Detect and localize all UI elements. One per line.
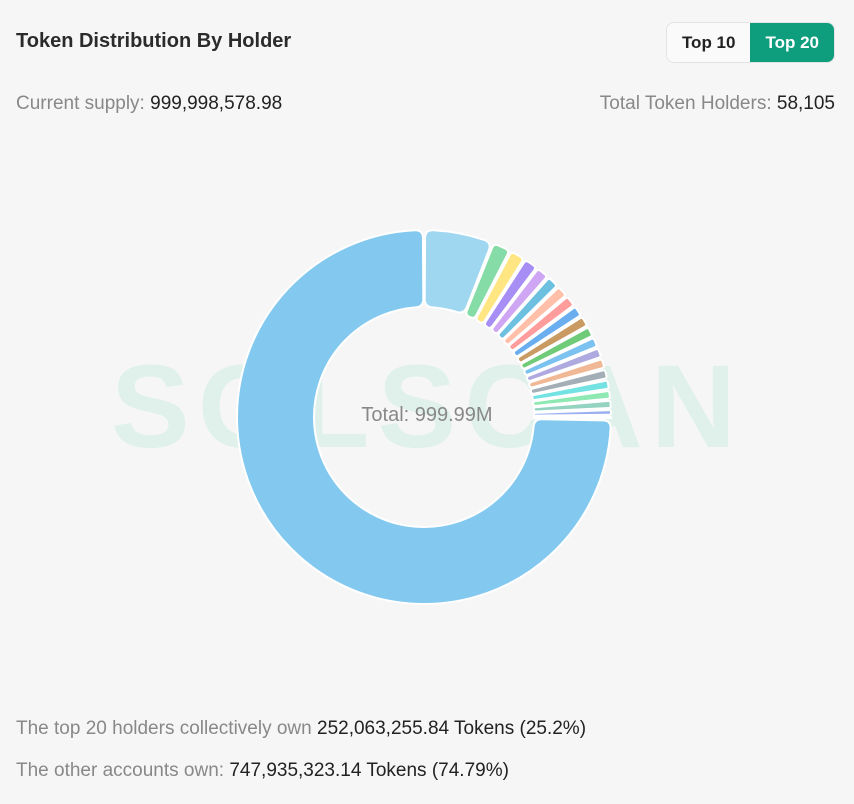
- current-supply: Current supply: 999,998,578.98: [16, 93, 282, 115]
- slice-holder-17[interactable]: [532, 390, 611, 407]
- slice-holder-16[interactable]: [531, 379, 610, 402]
- solscan-watermark: SOLSCAN: [111, 341, 744, 473]
- slice-holder-14[interactable]: [528, 358, 605, 389]
- top-holders-summary: The top 20 holders collectively own 252,…: [16, 718, 586, 740]
- top-holders-prefix: The top 20 holders collectively own: [16, 718, 317, 739]
- current-supply-label: Current supply:: [16, 93, 151, 114]
- slice-holder-2[interactable]: [465, 243, 510, 319]
- slice-other-accounts[interactable]: [236, 229, 612, 605]
- slice-holder-11[interactable]: [520, 327, 593, 370]
- chart-title: Token Distribution By Holder: [16, 30, 292, 52]
- donut-center-total: Total: 999.99M: [361, 404, 493, 426]
- top-holders-value: 252,063,255.84 Tokens (25.2%): [317, 718, 587, 739]
- slice-holder-10[interactable]: [516, 316, 588, 364]
- slice-holder-19[interactable]: [532, 409, 612, 417]
- slice-holder-20[interactable]: [532, 416, 613, 420]
- other-accounts-prefix: The other accounts own:: [16, 760, 230, 781]
- slice-holder-8[interactable]: [508, 296, 574, 352]
- slice-holder-15[interactable]: [529, 369, 608, 395]
- slice-holder-3[interactable]: [475, 251, 524, 324]
- top-20-button[interactable]: Top 20: [750, 23, 834, 62]
- total-holders-label: Total Token Holders:: [599, 93, 777, 114]
- slice-holder-4[interactable]: [483, 260, 537, 329]
- chart-header: Token Distribution By Holder Top 10 Top …: [16, 22, 835, 63]
- slice-holder-7[interactable]: [503, 287, 566, 346]
- slice-holder-9[interactable]: [512, 306, 581, 358]
- slice-holder-13[interactable]: [525, 348, 602, 383]
- other-accounts-summary: The other accounts own: 747,935,323.14 T…: [16, 760, 509, 782]
- slice-holder-5[interactable]: [491, 268, 548, 335]
- top-10-button[interactable]: Top 10: [666, 23, 751, 62]
- total-holders: Total Token Holders: 58,105: [600, 93, 835, 115]
- total-holders-value: 58,105: [776, 93, 835, 114]
- slice-holder-6[interactable]: [497, 277, 558, 340]
- donut-chart: [0, 140, 854, 700]
- slice-holder-18[interactable]: [532, 399, 612, 413]
- supply-stats: Current supply: 999,998,578.98 Total Tok…: [16, 93, 835, 117]
- donut-svg: [236, 229, 613, 605]
- current-supply-value: 999,998,578.98: [150, 93, 283, 114]
- other-accounts-value: 747,935,323.14 Tokens (74.79%): [229, 760, 509, 781]
- top-n-toggle: Top 10 Top 20: [665, 22, 835, 63]
- slice-holder-12[interactable]: [523, 337, 598, 376]
- slice-holder-1[interactable]: [423, 229, 491, 314]
